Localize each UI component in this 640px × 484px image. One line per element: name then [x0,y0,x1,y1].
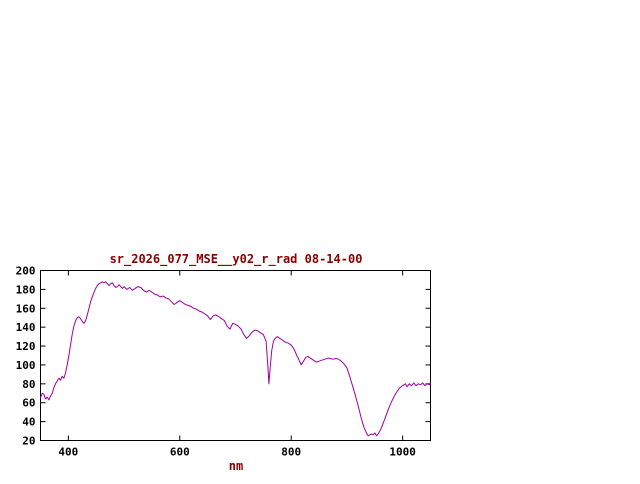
x-tick-label: 400 [58,446,78,459]
x-tick-label: 1000 [389,446,416,459]
y-tick-label: 20 [22,435,35,448]
y-tick-label: 60 [22,397,35,410]
x-axis-label: nm [229,459,243,473]
x-tick-label: 600 [170,446,190,459]
y-tick-label: 200 [16,265,36,278]
y-tick-label: 100 [16,359,36,372]
y-tick-label: 80 [22,378,35,391]
x-tick-label: 800 [281,446,301,459]
plot-area: 20 40 60 80 100 120 140 160 180 200 400 600 800 1000 [16,265,431,459]
plot-border [40,270,431,441]
y-tick-label: 40 [22,416,35,429]
y-tick-label: 140 [16,321,36,334]
y-tick-label: 160 [16,302,36,315]
spectrum-line [40,281,431,437]
y-tick-label: 180 [16,283,36,296]
chart-title: sr_2026_077_MSE__y02_r_rad 08-14-00 [110,252,363,267]
y-tick-label: 120 [16,340,36,353]
